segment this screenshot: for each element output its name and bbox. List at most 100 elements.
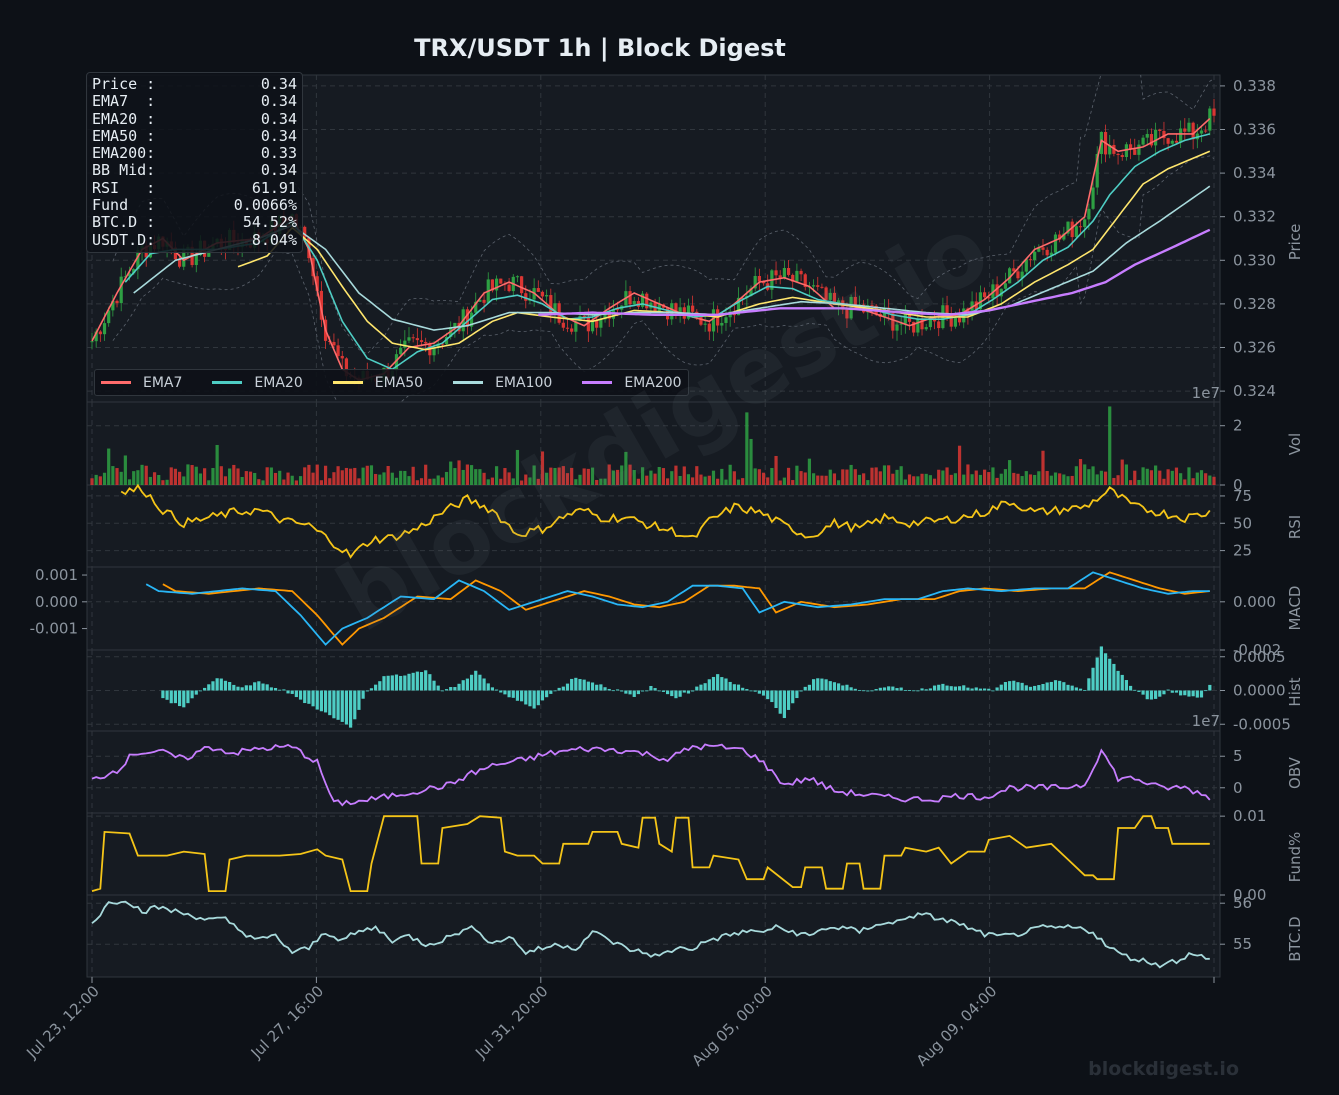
volume-bar <box>724 479 728 485</box>
macd-histogram-bar <box>369 688 374 691</box>
macd-histogram-bar <box>782 690 786 719</box>
volume-bar <box>486 479 490 485</box>
volume-bar <box>766 477 770 485</box>
candle-body <box>469 312 474 327</box>
macd-histogram-bar <box>999 684 1003 691</box>
macd-histogram-bar <box>394 674 399 691</box>
volume-bar <box>903 479 907 485</box>
candle-body <box>674 303 678 313</box>
macd-histogram-bar <box>524 690 528 705</box>
info-value: 0.34 <box>260 92 297 111</box>
volume-bar <box>1066 476 1070 485</box>
legend-swatch <box>453 381 484 384</box>
volume-bar <box>198 473 203 485</box>
macd-histogram-bar <box>732 684 736 691</box>
candle-body <box>94 331 98 342</box>
volume-bar <box>428 478 432 485</box>
info-row: EMA50 : 0.34 <box>92 127 297 145</box>
candle-body <box>1033 251 1037 261</box>
macd-histogram-bar <box>903 689 907 691</box>
info-label: Fund : <box>92 196 156 215</box>
candle-body <box>957 317 962 323</box>
macd-histogram-bar <box>1037 685 1041 691</box>
candle-body <box>1062 233 1066 240</box>
volume-bar <box>678 475 682 485</box>
candle-body <box>603 311 607 320</box>
volume-bar <box>895 469 899 485</box>
volume-bar <box>244 471 248 485</box>
candle-body <box>845 309 849 319</box>
candle-body <box>111 300 115 311</box>
macd-histogram-bar <box>303 690 307 704</box>
candle-body <box>924 327 928 330</box>
candle-body <box>1187 122 1191 132</box>
volume-bar <box>1053 472 1058 485</box>
candle-body <box>1191 122 1195 140</box>
info-label: BTC.D : <box>92 213 156 232</box>
volume-bar <box>1141 467 1145 485</box>
volume-bar <box>603 478 607 485</box>
candle-body <box>319 290 324 320</box>
volume-bar <box>232 464 236 485</box>
macd-histogram-bar <box>482 678 486 691</box>
panel-obv <box>86 730 1221 814</box>
vol-offset-label: 1e7 <box>1192 384 1220 402</box>
candle-body <box>778 275 782 279</box>
volume-bar <box>378 474 382 485</box>
macd-histogram-bar <box>1204 690 1208 692</box>
volume-bar <box>1170 470 1174 485</box>
macd-histogram-bar <box>870 690 874 692</box>
candle-body <box>115 300 119 304</box>
macd-histogram-bar <box>632 690 636 697</box>
ema-legend: EMA7 EMA20 EMA50 EMA100 EMA200 <box>94 369 689 396</box>
macd-histogram-bar <box>1016 682 1020 691</box>
y-tick-label-rsi: 50 <box>1233 514 1252 532</box>
macd-histogram-bar <box>561 686 565 691</box>
volume-bar <box>949 474 953 485</box>
candle-body <box>741 297 745 299</box>
volume-bar <box>807 458 812 485</box>
volume-bar <box>136 470 140 485</box>
volume-bar <box>1103 471 1108 485</box>
macd-histogram-bar <box>469 674 474 691</box>
macd-histogram-bar <box>661 690 666 692</box>
info-label: Price : <box>92 75 156 93</box>
macd-histogram-bar <box>253 682 257 691</box>
legend-label: EMA200 <box>624 374 682 391</box>
volume-bar <box>732 471 736 485</box>
volume-bar <box>440 477 444 485</box>
volume-bar <box>469 465 474 485</box>
macd-histogram-bar <box>169 690 173 704</box>
candle-body <box>440 343 444 345</box>
macd-histogram-bar <box>1166 689 1170 691</box>
candle-body <box>820 286 824 288</box>
panel-btcd <box>86 894 1221 978</box>
macd-histogram-bar <box>474 670 478 691</box>
volume-bar <box>332 472 336 485</box>
volume-bar <box>957 445 962 485</box>
volume-bar <box>811 473 816 485</box>
candle-body <box>1166 138 1170 144</box>
volume-bar <box>1133 470 1137 485</box>
chart-title: TRX/USDT 1h | Block Digest <box>414 34 786 62</box>
candle-body <box>478 299 482 302</box>
y-axis-label-obv: OBV <box>1286 756 1304 789</box>
macd-histogram-bar <box>286 690 290 694</box>
macd-histogram-bar <box>357 690 361 710</box>
candle-body <box>899 323 903 325</box>
macd-histogram-bar <box>223 680 228 691</box>
volume-bar <box>177 471 182 485</box>
ema-line-ema20 <box>124 133 1211 371</box>
volume-bar <box>344 467 349 485</box>
macd-histogram-bar <box>565 683 570 691</box>
macd-histogram-bar <box>795 690 799 699</box>
macd-histogram-bar <box>1128 685 1133 691</box>
macd-histogram-bar <box>907 690 912 691</box>
volume-bar <box>257 479 261 485</box>
macd-histogram-bar <box>549 690 553 694</box>
volume-bar <box>369 465 374 485</box>
volume-bar <box>553 467 557 485</box>
macd-histogram-bar <box>269 687 273 691</box>
candle-body <box>970 301 974 317</box>
macd-histogram-bar <box>699 684 703 691</box>
